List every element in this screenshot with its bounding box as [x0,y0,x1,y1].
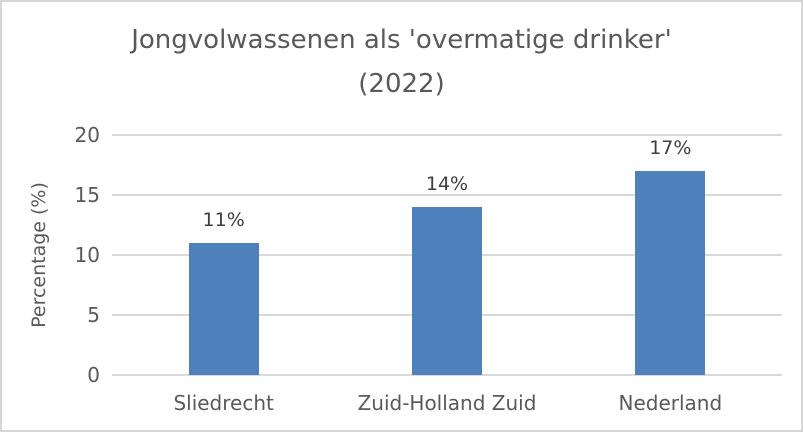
bar-sliedrecht [188,243,259,375]
bar-value-label-17: 17% [649,137,692,159]
bar-zuid-holland-zuid [412,207,482,375]
gridline-y-15 [112,194,782,196]
y-tick-label-10: 10 [74,243,100,267]
chart-title: Jongvolwassenen als 'overmatige drinker'… [2,18,801,106]
bar-value-label-11: 11% [202,209,245,231]
plot-area: 0 5 10 15 20 11% Sliedrecht 14% Zuid-Holland Zui… [75,123,782,415]
x-tick-label-nederland: Nederland [618,391,723,415]
bar-nederland [635,171,706,375]
gridline-y-20 [112,134,782,136]
chart-title-line1: Jongvolwassenen als 'overmatige drinker' [131,25,672,55]
x-tick-label-zuid-holland-zuid: Zuid-Holland Zuid [357,391,537,415]
y-tick-label-0: 0 [87,363,100,387]
x-tick-label-sliedrecht: Sliedrecht [173,391,274,415]
bar-value-label-14: 14% [425,173,469,195]
y-tick-label-5: 5 [87,303,100,327]
y-tick-label-20: 20 [74,123,100,147]
y-tick-label-15: 15 [74,183,100,207]
chart-title-line2: (2022) [358,69,445,99]
gridline-y-0 [112,374,782,376]
